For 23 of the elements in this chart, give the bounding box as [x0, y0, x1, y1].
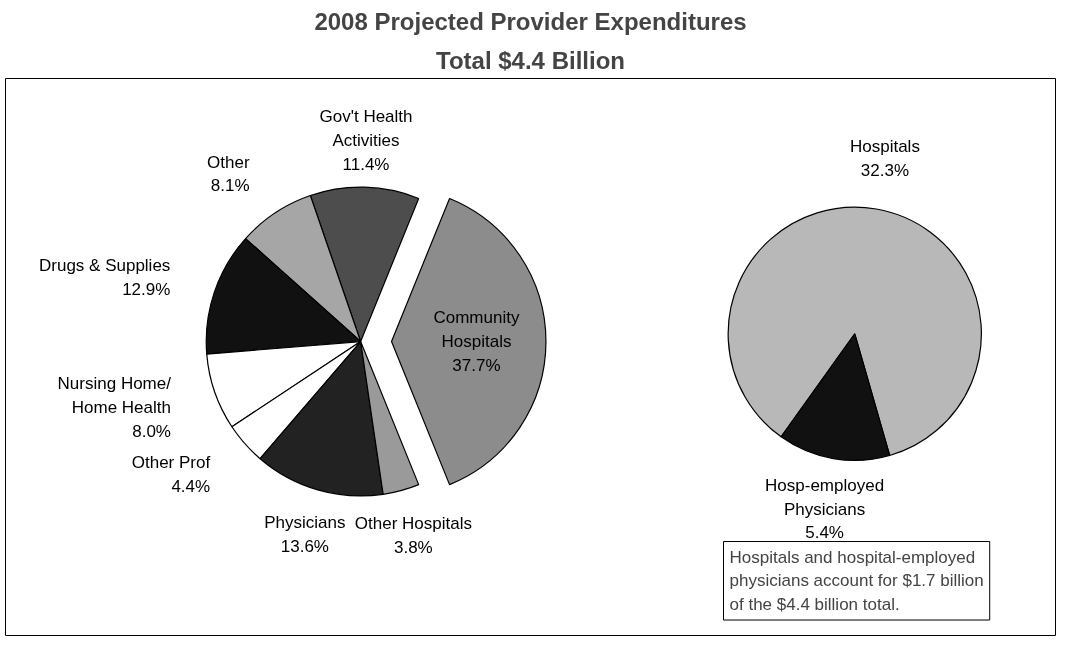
data-label: 11.4%	[342, 154, 390, 174]
data-label: 8.0%	[132, 421, 171, 441]
text: Hospitals and hospital-employed physicians account for $1.7 billion of the $4.4 billion total.	[729, 547, 984, 615]
chart-title: 2008 Projected Provider Expenditures	[314, 7, 747, 35]
chart-subtitle: Total $4.4 Billion	[436, 46, 625, 74]
slice-label: Hospitals	[849, 137, 920, 157]
slice-label: Other Hospitals	[354, 514, 472, 534]
data-label: 5.4%	[805, 523, 844, 543]
slice-label: Physicians	[264, 513, 346, 533]
slice-label: Drugs & Supplies	[39, 256, 171, 276]
data-label: 4.4%	[171, 477, 211, 497]
data-label: 3.8%	[393, 537, 433, 557]
slice-label: Hosp-employed Physicians	[765, 475, 885, 519]
data-label: 12.9%	[122, 279, 171, 299]
slice-label: Other Prof	[131, 453, 211, 473]
slice-label: Community Hospitals	[433, 308, 520, 352]
slice-label: Gov't Health Activities	[319, 107, 413, 150]
data-label: 13.6%	[280, 537, 329, 557]
slice-label: Other	[207, 152, 250, 172]
data-label: 32.3%	[860, 160, 910, 180]
slice-label: Nursing Home/ Home Health	[57, 374, 172, 417]
data-label: 37.7%	[452, 355, 501, 375]
data-label: 8.1%	[210, 176, 250, 196]
